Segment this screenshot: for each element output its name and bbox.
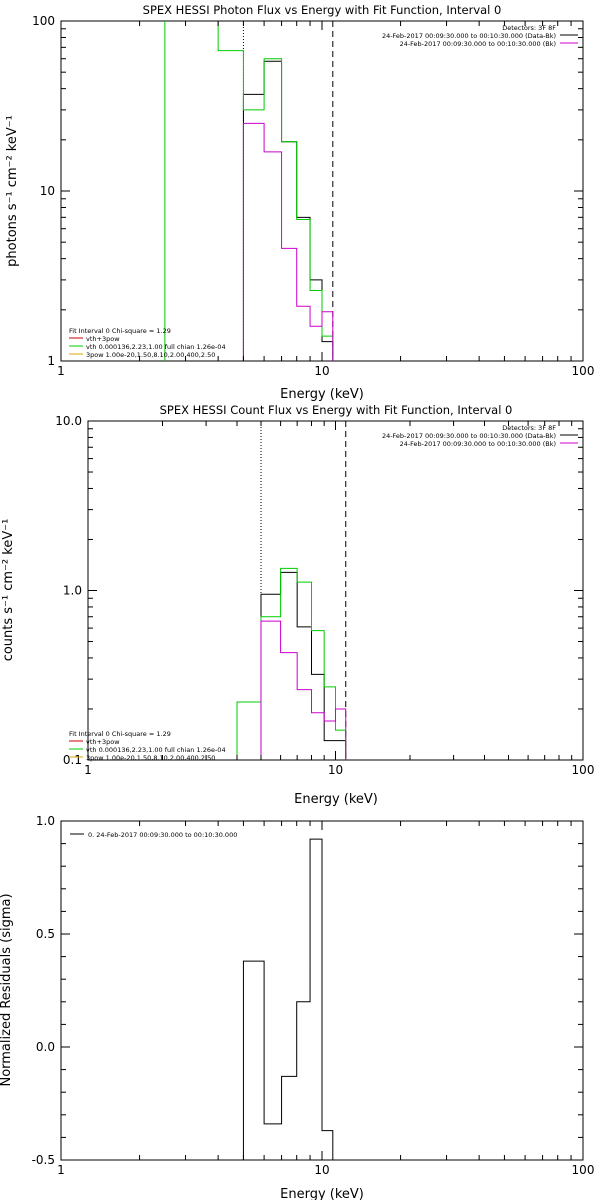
series-line [205, 567, 347, 760]
legend-left: Fit Interval 0 Chi-square = 1.29 vth+3po… [69, 730, 226, 762]
legend-entry-label: vth 0.000136,2.23,1.00 full chian 1.26e-… [86, 343, 226, 351]
x-axis-label: Energy (keV) [294, 792, 378, 807]
legend-entry-label: 24-Feb-2017 00:09:30.000 to 00:10:30.000… [382, 32, 556, 40]
x-tick-label: 100 [572, 1163, 595, 1177]
legend-entry-label: 24-Feb-2017 00:09:30.000 to 00:10:30.000… [382, 432, 556, 440]
y-axis-label: photons s⁻¹ cm⁻² keV⁻¹ [5, 115, 20, 267]
legend: 0. 24-Feb-2017 00:09:30.000 to 00:10:30.… [70, 831, 237, 839]
legend-header: Detectors: 3F 8F [502, 24, 556, 32]
series-line [260, 620, 347, 760]
y-axis-label: Normalized Residuals (sigma) [0, 893, 14, 1086]
legend-header: Fit Interval 0 Chi-square = 1.29 [69, 730, 171, 738]
x-axis-label: Energy (keV) [280, 1187, 364, 1200]
y-tick-label: 10.0 [55, 414, 82, 428]
y-tick-label: 1.0 [63, 584, 82, 598]
series-line [242, 122, 334, 361]
legend-entry-label: 24-Feb-2017 00:09:30.000 to 00:10:30.000… [400, 40, 556, 48]
series-line [242, 60, 334, 361]
chart-photon-flux: SPEX HESSI Photon Flux vs Energy with Fi… [5, 3, 595, 402]
legend-left: Fit Interval 0 Chi-square = 1.29 vth+3po… [69, 327, 226, 359]
y-tick-label: 0.1 [63, 753, 82, 767]
legend-entry-label: vth+3pow [86, 335, 120, 343]
y-tick-label: 0.0 [36, 1040, 55, 1054]
x-tick-label: 10 [314, 1163, 329, 1177]
legend-entry-label: 3pow 1.00e-20,1.50,8.10,2.00,400,2.50 [86, 351, 215, 359]
legend-right: Detectors: 3F 8F 24-Feb-2017 00:09:30.00… [382, 424, 578, 448]
x-tick-label: 100 [572, 763, 595, 777]
chart-title: SPEX HESSI Count Flux vs Energy with Fit… [160, 403, 513, 417]
legend-entry-label: vth 0.000136,2.23,1.00 full chian 1.26e-… [86, 746, 226, 754]
y-tick-label: 10 [40, 184, 55, 198]
x-tick-label: 10 [328, 763, 343, 777]
x-tick-label: 1 [57, 1163, 65, 1177]
legend-right: Detectors: 3F 8F 24-Feb-2017 00:09:30.00… [382, 24, 578, 48]
y-tick-label: 1 [47, 354, 55, 368]
y-tick-label: -0.5 [32, 1153, 55, 1167]
legend-header: Fit Interval 0 Chi-square = 1.29 [69, 327, 171, 335]
series-line [242, 838, 334, 1160]
x-tick-label: 1 [57, 364, 65, 378]
legend-entry-label: vth+3pow [86, 738, 120, 746]
legend-entry-label: 3pow 1.00e-20,1.50,8.10,2.00,400,2.50 [86, 754, 215, 762]
legend-entry-label: 24-Feb-2017 00:09:30.000 to 00:10:30.000… [400, 440, 556, 448]
chart-title: SPEX HESSI Photon Flux vs Energy with Fi… [143, 3, 502, 17]
y-axis-label: counts s⁻¹ cm⁻² keV⁻¹ [1, 519, 16, 662]
x-axis-label: Energy (keV) [280, 387, 364, 402]
y-tick-label: 0.5 [36, 927, 55, 941]
legend-header: Detectors: 3F 8F [502, 424, 556, 432]
chart-count-flux: SPEX HESSI Count Flux vs Energy with Fit… [1, 403, 595, 807]
legend-entry-label: 0. 24-Feb-2017 00:09:30.000 to 00:10:30.… [88, 831, 237, 839]
y-tick-label: 100 [32, 14, 55, 28]
x-tick-label: 1 [84, 763, 92, 777]
x-tick-label: 100 [572, 364, 595, 378]
x-tick-label: 10 [314, 364, 329, 378]
series-line [260, 571, 347, 760]
series-line [164, 21, 334, 361]
chart-residuals: 1 10 100 -0.5 0.0 0.5 1.0 Energy (keV) Normali… [0, 814, 594, 1200]
y-tick-label: 1.0 [36, 814, 55, 828]
